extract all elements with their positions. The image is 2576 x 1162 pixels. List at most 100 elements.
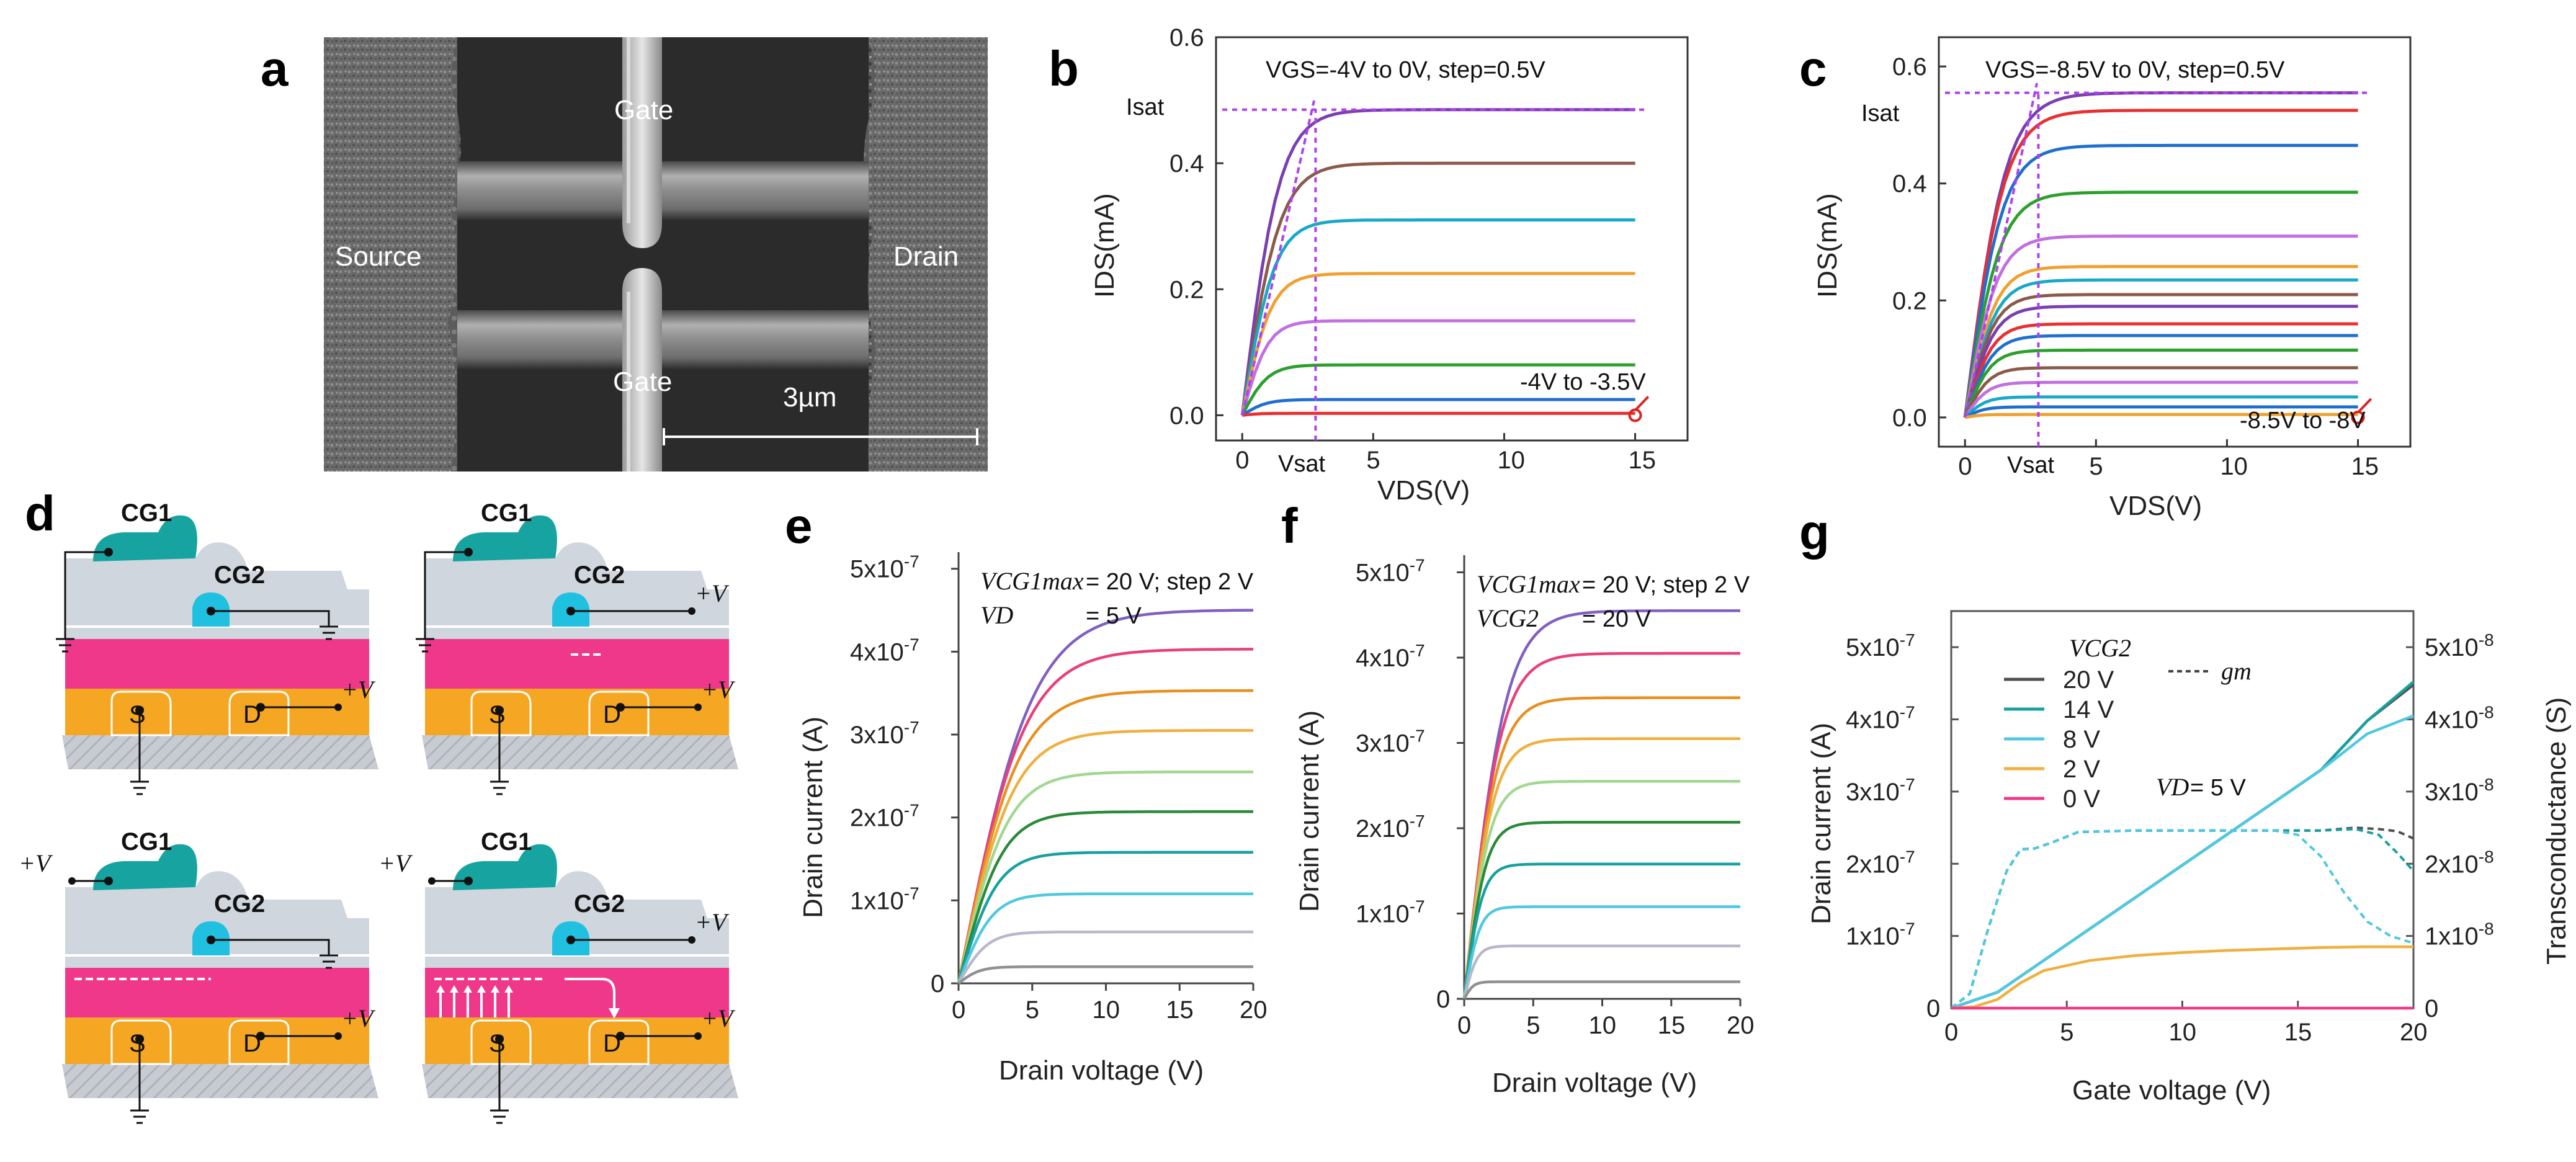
cg2-wire bbox=[211, 939, 330, 955]
y-tick-label: 5x10-7 bbox=[1846, 630, 1915, 661]
sem-source-label: Source bbox=[335, 241, 421, 272]
y-tick-label: 4x10-7 bbox=[1356, 641, 1425, 672]
x-tick-label: 5 bbox=[1526, 1012, 1540, 1039]
dielectric-layer bbox=[425, 871, 729, 968]
chart-b-annotation: -4V to -3.5V bbox=[1520, 369, 1646, 395]
y-tick-label: 0.6 bbox=[1892, 53, 1927, 81]
sem-channel-bottom bbox=[457, 310, 869, 369]
sem-gate-bottom-label: Gate bbox=[613, 367, 672, 397]
series-05V bbox=[1240, 161, 1635, 416]
panel-label-e: e bbox=[785, 498, 813, 553]
series-12V bbox=[957, 770, 1253, 984]
chart-b-ylabel: IDS(mA) bbox=[1089, 193, 1120, 298]
x-tick-label: 5 bbox=[2060, 1019, 2073, 1046]
drain-terminal bbox=[694, 1032, 702, 1040]
chart-c: 0 5 10 15 0.0 0.2 0.4 0.6 VGS=-8.5V to 0V, step… bbox=[1812, 36, 2412, 521]
series-14V bbox=[1951, 681, 2415, 1010]
series-7V bbox=[1964, 395, 2358, 419]
cg1-label: CG1 bbox=[481, 499, 532, 527]
x-tick-label: 15 bbox=[2284, 1019, 2312, 1046]
gm-series-gm8V bbox=[1950, 829, 2414, 1009]
substrate bbox=[62, 735, 378, 769]
injection-arrow-head bbox=[436, 985, 445, 993]
x-tick-label: 15 bbox=[1658, 1012, 1686, 1039]
cg1-terminal bbox=[428, 877, 436, 885]
x-tick-label: 20 bbox=[1727, 1012, 1755, 1039]
x-tick-label: 20 bbox=[1240, 996, 1268, 1024]
series-2V bbox=[1240, 319, 1635, 416]
legend-label: 0 V bbox=[2063, 785, 2100, 813]
chart-b-xlabel: VDS(V) bbox=[1377, 475, 1470, 506]
drain-contact bbox=[228, 1019, 290, 1065]
x-tick-label: 0 bbox=[1235, 447, 1249, 474]
series-4V bbox=[1462, 944, 1740, 999]
chart-g-xlabel: Gate voltage (V) bbox=[2072, 1075, 2271, 1106]
series-45V bbox=[1963, 322, 2358, 418]
chart-b-marks: 0 5 10 15 0.0 0.2 0.4 0.6 bbox=[1169, 24, 1656, 474]
cg2-label: CG2 bbox=[214, 561, 265, 589]
drain-terminal bbox=[334, 1032, 342, 1040]
sem-drain-label: Drain bbox=[893, 241, 959, 272]
drain-voltage-label: +V bbox=[341, 676, 376, 704]
chart-c-annotation: -8.5V to -8V bbox=[2240, 408, 2366, 434]
series-1V bbox=[1963, 143, 2358, 418]
chart-e-ann-var1: VCG1max bbox=[980, 567, 1084, 595]
chart-f-ann-var1: VCG1max bbox=[1477, 570, 1580, 598]
sem-gate-bottom bbox=[622, 268, 662, 472]
y-tick-label: 0.6 bbox=[1169, 24, 1204, 51]
ground-icon bbox=[130, 1109, 149, 1124]
cg2-voltage-label: +V bbox=[695, 908, 730, 936]
y-tick-label: 0.4 bbox=[1892, 171, 1927, 198]
series-05V bbox=[1963, 109, 2358, 418]
chart-f-xlabel: Drain voltage (V) bbox=[1492, 1068, 1697, 1098]
series-75V bbox=[1964, 405, 2358, 419]
chart-e-ann-var2: VD bbox=[980, 601, 1013, 629]
ground-icon bbox=[320, 625, 338, 640]
series-14V bbox=[957, 729, 1253, 984]
dielectric-layer bbox=[65, 871, 369, 968]
legend-label: 2 V bbox=[2063, 756, 2100, 783]
sem-drain-edge bbox=[863, 37, 876, 472]
x-tick-label: 0 bbox=[1457, 1012, 1471, 1039]
series-10V bbox=[957, 810, 1253, 984]
source-label: S bbox=[489, 1030, 506, 1057]
y-tick-label: 0 bbox=[931, 970, 944, 998]
drain-voltage-label: +V bbox=[701, 1004, 736, 1032]
y-tick-label: 4x10-7 bbox=[1846, 703, 1915, 734]
y-tick-label: 0.4 bbox=[1169, 150, 1204, 177]
panel-label-b: b bbox=[1049, 41, 1079, 96]
cg1-gate bbox=[453, 844, 557, 890]
chart-c-ylabel: IDS(mA) bbox=[1812, 193, 1843, 298]
chart-e-ylabel: Drain current (A) bbox=[798, 717, 828, 918]
series-25V bbox=[1963, 265, 2358, 418]
series-2V bbox=[1463, 980, 1740, 1000]
panel-label-d: d bbox=[25, 486, 55, 541]
ground-icon bbox=[130, 780, 149, 795]
sem-source-edge bbox=[448, 37, 461, 472]
series-1V bbox=[1240, 218, 1635, 416]
transport-arrow bbox=[565, 978, 615, 1011]
chart-f-ylabel: Drain current (A) bbox=[1294, 710, 1325, 912]
x-tick-label: 5 bbox=[1366, 447, 1380, 474]
series-14V bbox=[1462, 737, 1740, 999]
series-16V bbox=[1462, 696, 1740, 999]
chart-b-vsat-label: Vsat bbox=[1278, 451, 1325, 477]
substrate bbox=[62, 1064, 378, 1098]
y2-tick-label: 1x10-8 bbox=[2425, 919, 2494, 950]
y-tick-label: 2x10-7 bbox=[1356, 811, 1425, 842]
chart-b-title: VGS=-4V to 0V, step=0.5V bbox=[1266, 57, 1545, 83]
series-4V bbox=[1963, 305, 2358, 418]
x-tick-label: 15 bbox=[2351, 453, 2379, 480]
cg1-label: CG1 bbox=[121, 828, 172, 856]
series-3V bbox=[1241, 398, 1635, 417]
cg1-gate bbox=[93, 844, 197, 890]
y-tick-label: 5x10-7 bbox=[850, 552, 919, 583]
chart-f: 0 5 10 15 2001x10-72x10-73x10-74x10-75x10-7 … bbox=[1294, 555, 1755, 1098]
drain-voltage-label: +V bbox=[341, 1004, 376, 1032]
dielectric-layer bbox=[65, 542, 369, 639]
source-label: S bbox=[129, 1030, 146, 1057]
cg2-voltage-label: +V bbox=[695, 579, 730, 607]
drain-contact bbox=[588, 690, 650, 736]
series-12V bbox=[1462, 780, 1740, 999]
